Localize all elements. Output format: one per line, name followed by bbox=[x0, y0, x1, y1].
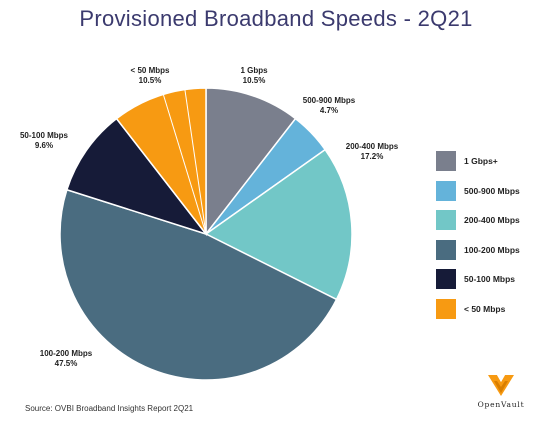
slice-divider-0 bbox=[162, 94, 207, 235]
pie-slice-2 bbox=[204, 148, 353, 301]
chart-title: Provisioned Broadband Speeds - 2Q21 bbox=[79, 6, 473, 31]
legend-swatch-5 bbox=[436, 298, 456, 319]
slice-label-0: 1 Gbps bbox=[240, 66, 268, 75]
legend: 1 Gbps+ 500-900 Mbps 200-400 Mbps 100-200 M… bbox=[436, 150, 546, 327]
legend-label-1: 500-900 Mbps bbox=[464, 185, 520, 196]
legend-item-2: 200-400 Mbps bbox=[436, 209, 546, 231]
legend-item-4: 50-100 Mbps bbox=[436, 268, 546, 290]
pie-slices bbox=[59, 87, 353, 381]
legend-item-0: 1 Gbps+ bbox=[436, 150, 546, 172]
pie-slice-3 bbox=[59, 188, 338, 381]
slice-value-2: 17.2% bbox=[361, 152, 384, 161]
slice-label-2: 200-400 Mbps bbox=[346, 142, 399, 151]
legend-swatch-4 bbox=[436, 269, 456, 289]
slice-value-0: 10.5% bbox=[243, 76, 266, 85]
legend-label-0: 1 Gbps+ bbox=[464, 156, 498, 166]
source-note: Source: OVBI Broadband Insights Report 2… bbox=[25, 404, 194, 413]
slice-label-5: < 50 Mbps bbox=[131, 66, 170, 75]
legend-swatch-1 bbox=[436, 180, 456, 201]
legend-label-4: 50-100 Mbps bbox=[464, 274, 516, 284]
pie-slice-4 bbox=[65, 117, 209, 236]
slice-divider-1 bbox=[184, 89, 207, 235]
legend-item-5: < 50 Mbps bbox=[436, 298, 546, 320]
pie-extra-lines bbox=[162, 89, 207, 235]
legend-swatch-0 bbox=[436, 151, 456, 171]
slice-value-3: 47.5% bbox=[55, 359, 78, 368]
legend-label-2: 200-400 Mbps bbox=[464, 215, 520, 225]
legend-label-3: 100-200 Mbps bbox=[464, 244, 520, 255]
legend-label-5: < 50 Mbps bbox=[464, 303, 506, 314]
slice-label-1: 500-900 Mbps bbox=[303, 96, 356, 105]
logo-text: OpenVault bbox=[477, 400, 525, 409]
legend-item-1: 500-900 Mbps bbox=[436, 180, 546, 202]
pie-slice-5 bbox=[115, 87, 207, 237]
slice-value-5: 10.5% bbox=[139, 76, 162, 85]
slice-value-4: 9.6% bbox=[35, 141, 53, 150]
openvault-logo: OpenVault bbox=[468, 372, 534, 409]
legend-item-3: 100-200 Mbps bbox=[436, 239, 546, 261]
legend-swatch-3 bbox=[436, 239, 456, 260]
openvault-logo-icon bbox=[488, 375, 514, 396]
legend-swatch-2 bbox=[436, 210, 456, 230]
slice-value-1: 4.7% bbox=[320, 106, 338, 115]
pie-slice-0 bbox=[205, 87, 297, 237]
slice-label-3: 100-200 Mbps bbox=[40, 349, 93, 358]
slice-label-4: 50-100 Mbps bbox=[20, 131, 69, 140]
